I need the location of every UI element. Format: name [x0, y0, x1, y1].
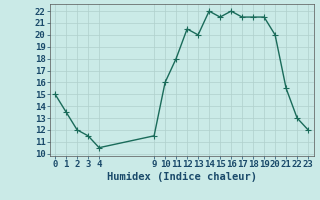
X-axis label: Humidex (Indice chaleur): Humidex (Indice chaleur) — [107, 172, 257, 182]
